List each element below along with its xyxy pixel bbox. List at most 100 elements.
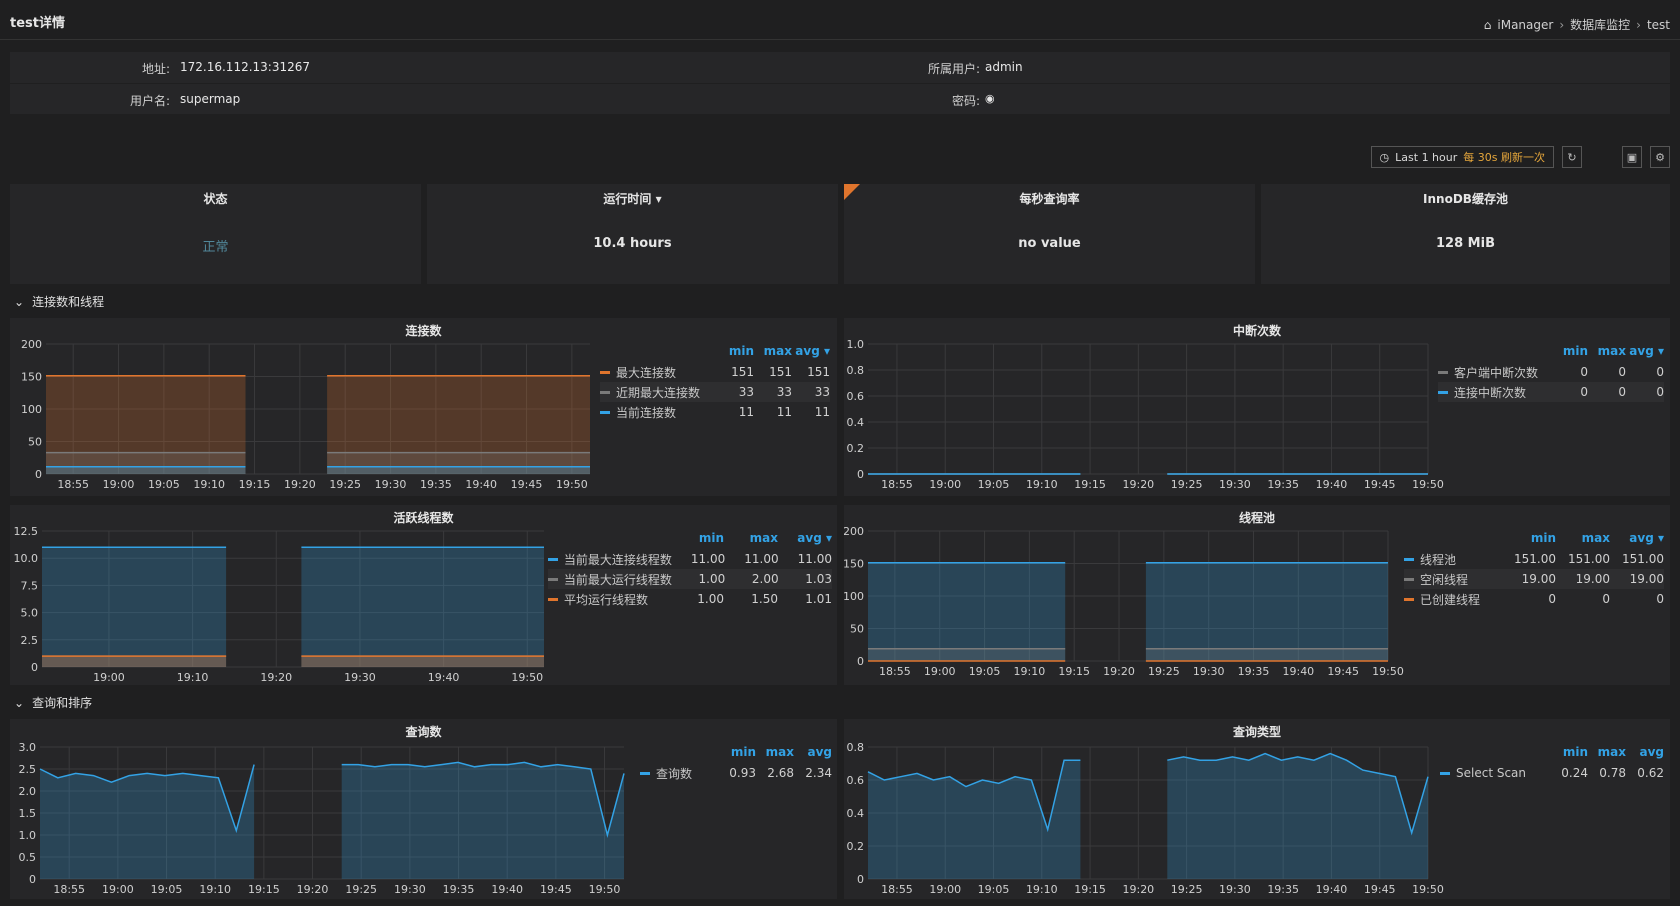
legend-column-avg[interactable]: avg: [1639, 745, 1664, 759]
stat-value: 正常: [202, 240, 229, 255]
legend-swatch: [1438, 390, 1448, 394]
chevron-down-icon: ⌄: [14, 294, 25, 309]
x-tick-label: 19:05: [148, 478, 180, 491]
legend-column-avg[interactable]: avg ▾: [797, 531, 832, 545]
chart-svg: 0 50 100 150 200 18:55 19:00 19:05 19:10 19:15 19:…: [844, 525, 1404, 678]
panel-title[interactable]: 连接数: [405, 324, 442, 338]
x-tick-label: 19:50: [1412, 478, 1444, 491]
legend-column-min[interactable]: min: [728, 344, 754, 358]
legend-avg-value: 0: [1656, 385, 1664, 399]
stat-title: 每秒查询率: [1019, 192, 1080, 206]
legend-column-min[interactable]: min: [1530, 531, 1556, 545]
save-button[interactable]: ▣: [1622, 146, 1642, 168]
legend-column-max[interactable]: max: [765, 745, 794, 759]
warning-corner-icon[interactable]: [844, 184, 860, 200]
y-tick-label: 200: [21, 338, 42, 351]
legend-column-min[interactable]: min: [1562, 745, 1588, 759]
panel-title[interactable]: 查询类型: [1232, 725, 1281, 739]
panel-title[interactable]: 查询数: [405, 725, 442, 739]
legend-column-min[interactable]: min: [1562, 344, 1588, 358]
y-tick-label: 1.0: [19, 829, 37, 842]
x-tick-label: 19:45: [511, 478, 543, 491]
stat-title[interactable]: 运行时间 ▾: [603, 192, 662, 206]
chart-legend: min max avg Select Scan 0.24 0.78 0.62: [1440, 745, 1664, 783]
legend-item[interactable]: 连接中断次数 0 0 0: [1438, 382, 1664, 402]
legend-column-max[interactable]: max: [1597, 344, 1626, 358]
legend-label: 当前最大运行线程数: [563, 572, 672, 587]
legend-column-max[interactable]: max: [1597, 745, 1626, 759]
x-tick-label: 19:15: [239, 478, 271, 491]
legend-label: 近期最大连接数: [616, 385, 701, 400]
x-tick-label: 19:35: [1238, 665, 1270, 678]
series-area: [327, 452, 590, 474]
legend-column-avg[interactable]: avg ▾: [1629, 531, 1664, 545]
legend-min-value: 151.00: [1514, 552, 1556, 566]
legend-item[interactable]: 空闲线程 19.00 19.00 19.00: [1404, 569, 1664, 589]
legend-swatch: [1440, 771, 1450, 775]
legend-item[interactable]: 线程池 151.00 151.00 151.00: [1404, 549, 1664, 569]
x-tick-label: 19:25: [1148, 665, 1180, 678]
section-queries[interactable]: ⌄ 查询和排序: [14, 694, 92, 711]
stat-title: InnoDB缓存池: [1423, 192, 1508, 206]
section-connections[interactable]: ⌄ 连接数和线程: [14, 293, 104, 310]
legend-item[interactable]: 当前连接数 11 11 11: [600, 402, 830, 422]
home-icon[interactable]: ⌂: [1483, 17, 1492, 32]
legend-column-avg[interactable]: avg: [807, 745, 832, 759]
series-area: [42, 656, 227, 667]
legend-column-max[interactable]: max: [1581, 531, 1610, 545]
legend-avg-value: 1.03: [805, 572, 832, 586]
series-area: [1167, 753, 1428, 879]
x-tick-label: 19:35: [1267, 478, 1299, 491]
series-area: [42, 547, 227, 667]
panel-title[interactable]: 线程池: [1238, 511, 1275, 525]
legend-avg-value: 151.00: [1622, 552, 1664, 566]
legend-item[interactable]: 平均运行线程数 1.00 1.50 1.01: [548, 589, 832, 609]
y-tick-label: 2.5: [21, 634, 39, 647]
panel-title[interactable]: 活跃线程数: [393, 511, 454, 525]
legend-item[interactable]: 最大连接数 151 151 151: [600, 362, 830, 382]
panel-title[interactable]: 中断次数: [1232, 324, 1281, 338]
y-tick-label: 0.4: [847, 807, 865, 820]
x-tick-label: 19:10: [1014, 665, 1046, 678]
legend-swatch: [1404, 557, 1414, 561]
legend-label: 平均运行线程数: [564, 592, 649, 607]
legend-item[interactable]: 当前最大运行线程数 1.00 2.00 1.03: [548, 569, 832, 589]
breadcrumb-item-db-monitor[interactable]: 数据库监控: [1570, 18, 1631, 32]
x-tick-label: 19:40: [1316, 478, 1348, 491]
legend-avg-value: 0: [1656, 365, 1664, 379]
x-tick-label: 19:00: [924, 665, 956, 678]
legend-column-avg[interactable]: avg ▾: [1629, 344, 1664, 358]
time-range-picker[interactable]: ◷ Last 1 hour 每 30s 刷新一次: [1370, 146, 1554, 168]
legend-column-min[interactable]: min: [698, 531, 724, 545]
y-tick-label: 0: [35, 468, 42, 481]
settings-button[interactable]: ⚙: [1650, 146, 1670, 168]
legend-label: 当前连接数: [616, 405, 677, 420]
legend-item[interactable]: Select Scan 0.24 0.78 0.62: [1440, 763, 1664, 783]
legend-column-min[interactable]: min: [730, 745, 756, 759]
series-area: [1145, 648, 1388, 661]
legend-column-max[interactable]: max: [749, 531, 778, 545]
eye-icon[interactable]: ◉: [985, 92, 995, 105]
legend-avg-value: 2.34: [805, 766, 832, 780]
legend-column-avg[interactable]: avg ▾: [795, 344, 830, 358]
series-line: [1167, 752, 1429, 836]
x-tick-label: 19:05: [151, 883, 183, 896]
legend-item[interactable]: 近期最大连接数 33 33 33: [600, 382, 830, 402]
legend-item[interactable]: 查询数 0.93 2.68 2.34: [640, 763, 832, 783]
legend-item[interactable]: 已创建线程 0 0 0: [1404, 589, 1664, 609]
chart-svg: 0 50 100 150 200 18:55 19:00 19:05 19:10 19:15 19:…: [21, 338, 590, 491]
series-area: [327, 375, 590, 474]
legend-item[interactable]: 当前最大连接线程数 11.00 11.00 11.00: [548, 549, 832, 569]
x-tick-label: 19:50: [1412, 883, 1444, 896]
x-tick-label: 19:00: [103, 478, 135, 491]
y-tick-label: 0.5: [19, 851, 37, 864]
refresh-button[interactable]: ↻: [1562, 146, 1582, 168]
series-line: [39, 764, 255, 834]
breadcrumb-item-imanager[interactable]: iManager: [1497, 17, 1554, 32]
x-tick-label: 19:10: [1026, 478, 1058, 491]
legend-item[interactable]: 客户端中断次数 0 0 0: [1438, 362, 1664, 382]
legend-column-max[interactable]: max: [763, 344, 792, 358]
page-header: test详情 ⌂ iManager › 数据库监控 › test: [0, 0, 1680, 40]
address-label: 地址:: [141, 62, 170, 76]
x-tick-label: 19:05: [978, 478, 1010, 491]
